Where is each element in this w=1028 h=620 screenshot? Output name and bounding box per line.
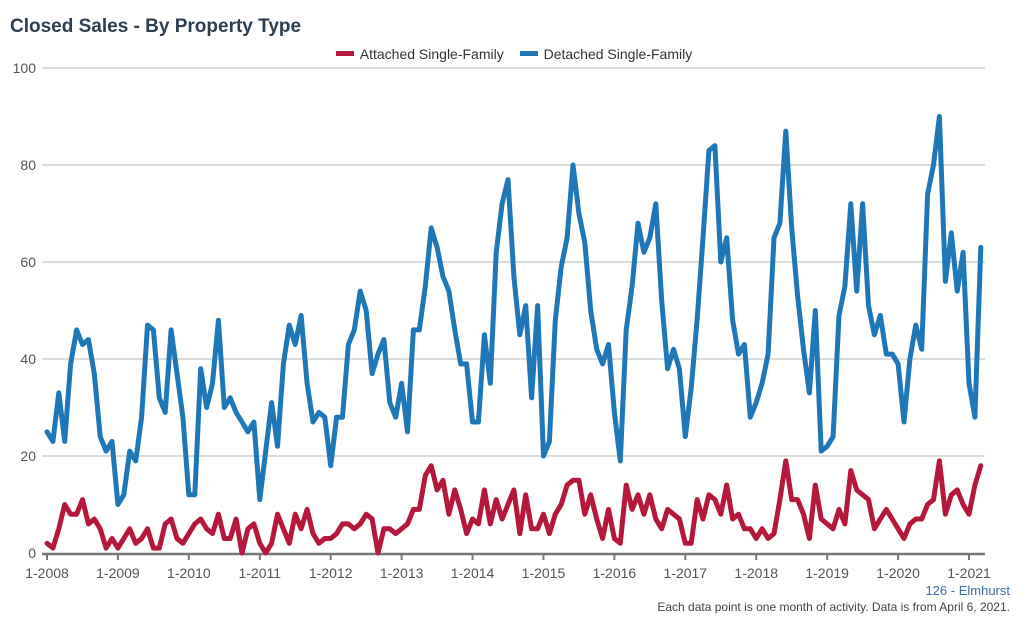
legend-item-attached[interactable]: Attached Single-Family [335,45,504,62]
x-tick-label: 1-2012 [309,565,353,581]
legend: Attached Single-Family Detached Single-F… [0,43,1028,62]
x-tick-label: 1-2020 [876,565,920,581]
y-tick-label: 80 [20,157,36,173]
area-label: 126 - Elmhurst [925,583,1010,598]
chart-title: Closed Sales - By Property Type [10,16,302,37]
x-tick-label: 1-2018 [734,565,778,581]
x-tick-label: 1-2016 [593,565,637,581]
y-tick-label: 20 [20,448,36,464]
legend-swatch-detached [519,51,538,56]
x-tick-label: 1-2017 [664,565,708,581]
y-tick-label: 100 [13,60,37,76]
legend-label-detached: Detached Single-Family [543,45,693,62]
x-tick-label: 1-2011 [238,565,281,581]
legend-item-detached[interactable]: Detached Single-Family [519,45,693,62]
x-tick-label: 1-2008 [25,565,69,581]
y-tick-label: 60 [20,254,36,270]
series-line-attached [44,458,984,556]
x-tick-label: 1-2015 [522,565,566,581]
series-line-detached [44,114,984,507]
data-note: Each data point is one month of activity… [657,600,1010,614]
legend-swatch-attached [335,51,354,56]
x-tick-label: 1-2021 [947,565,991,581]
x-tick-label: 1-2014 [451,565,495,581]
x-tick-label: 1-2013 [380,565,424,581]
x-tick-label: 1-2009 [96,565,140,581]
y-tick-label: 40 [20,351,36,367]
x-tick-label: 1-2019 [805,565,849,581]
x-tick-label: 1-2010 [167,565,211,581]
y-tick-label: 0 [28,545,36,561]
legend-label-attached: Attached Single-Family [359,45,504,62]
